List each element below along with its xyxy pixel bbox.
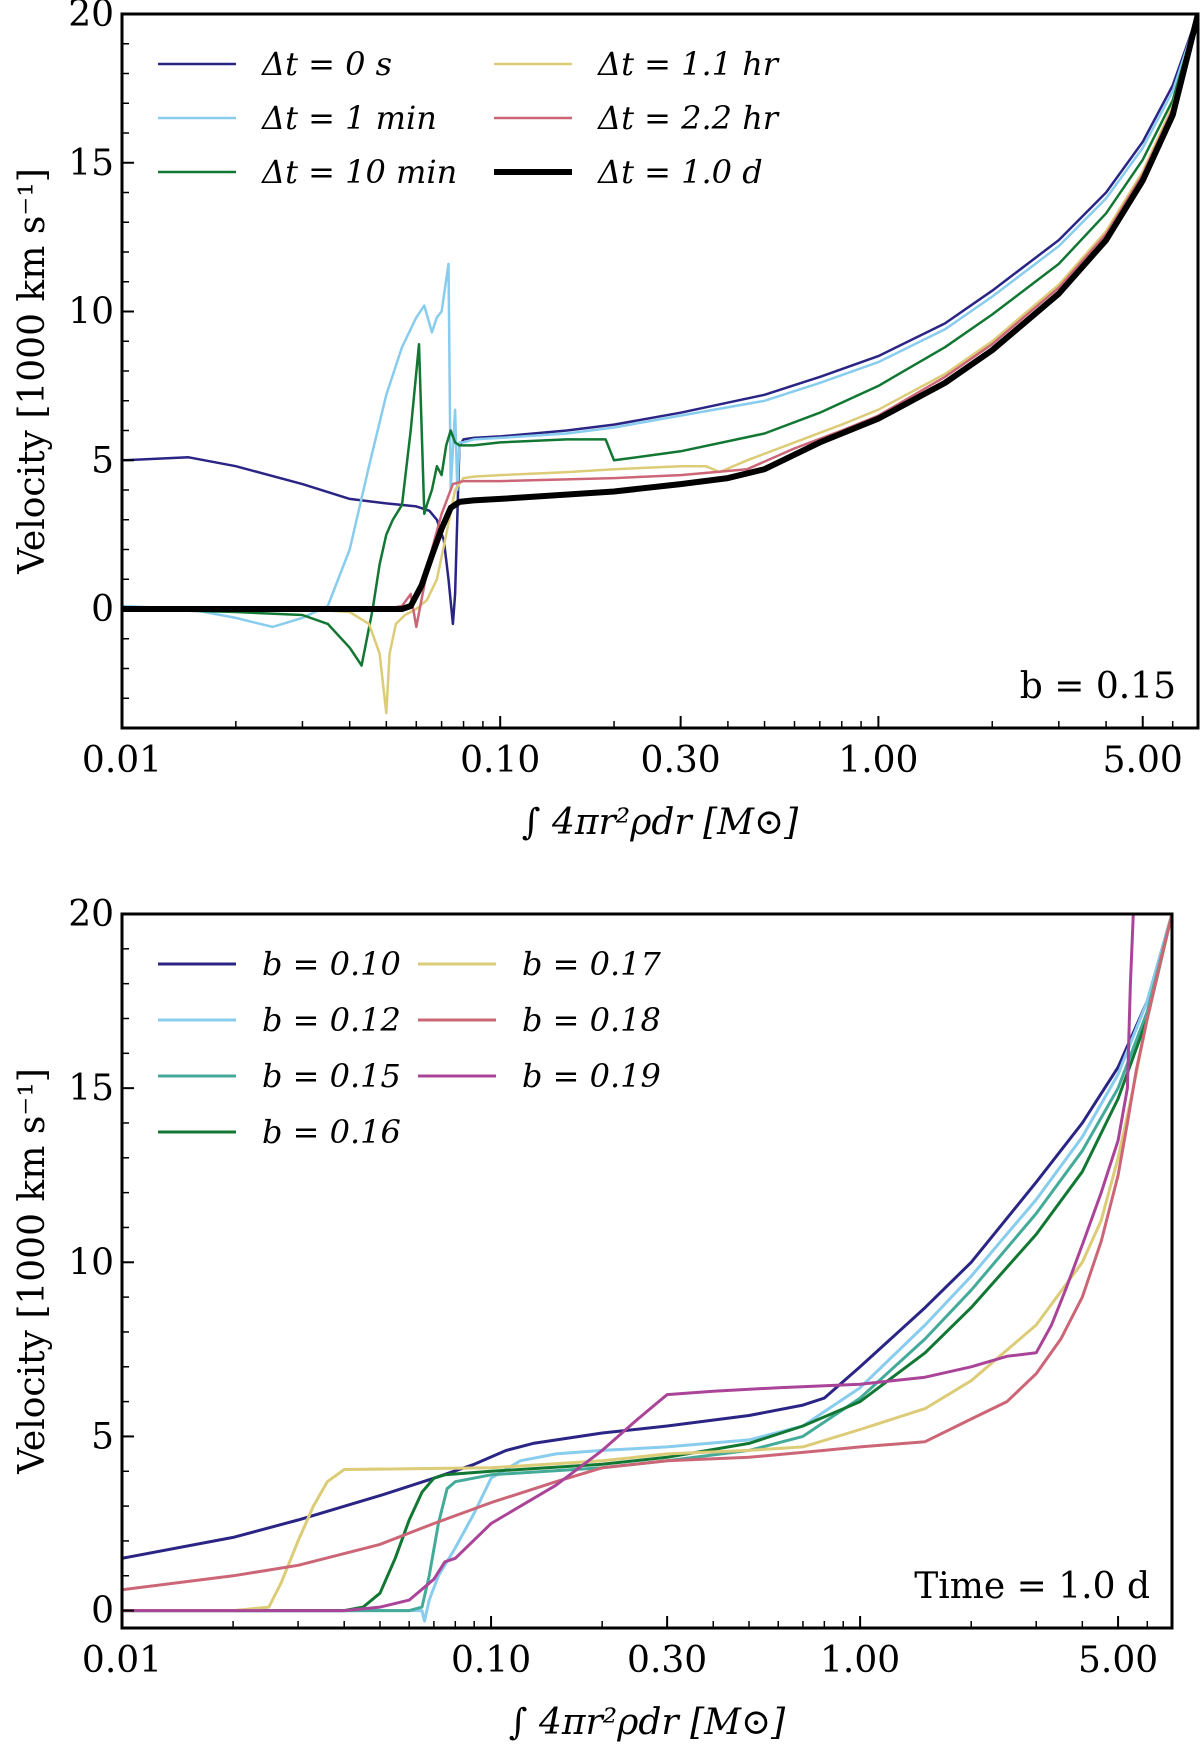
series-line-1 [122,914,1172,1623]
legend-entry: Δt = 10 min [260,153,457,191]
y-tick-label: 10 [68,1242,114,1283]
legend-entry: b = 0.16 [262,1113,401,1151]
legend-entry: b = 0.15 [262,1057,401,1095]
bottom-velocity-panel: 0.01 0.10 0.30 1.00 5.00 0 5 10 15 20 ∫ 4πr²ρdr [M… [12,894,1174,1743]
y-tick-label: 20 [68,0,114,35]
series-line-0 [122,14,1198,626]
y-tick-label: 5 [91,440,114,481]
y-axis-label: Velocity [1000 km s⁻¹] [12,168,53,575]
y-tick-label: 5 [91,1416,114,1457]
legend-entry: Δt = 1.1 hr [596,45,780,83]
legend-entry: b = 0.17 [522,945,662,983]
series-line-4 [122,14,1198,629]
x-tick-label: 0.10 [451,1640,531,1681]
series-line-1 [122,14,1198,629]
panel-annotation: b = 0.15 [1020,666,1176,707]
x-tick-label: 5.00 [1078,1640,1158,1681]
x-tick-label: 1.00 [820,1640,900,1681]
x-tick-label: 0.30 [641,740,721,781]
x-tick-label: 0.01 [82,740,162,781]
series-line-5 [122,14,1198,612]
x-tick-label: 0.30 [627,1640,707,1681]
x-tick-label: 0.10 [460,740,540,781]
panel-annotation: Time = 1.0 d [914,1566,1150,1607]
y-tick-label: 10 [68,292,114,333]
series-lines [122,14,1198,715]
legend-entry: Δt = 2.2 hr [596,99,780,137]
legend-entry: b = 0.18 [522,1001,661,1039]
legend-entry: Δt = 1.0 d [596,153,763,191]
top-velocity-panel: 0.01 0.10 0.30 1.00 5.00 0 5 10 15 20 ∫ 4πr²ρdr [M… [12,0,1200,843]
y-tick-label: 0 [91,1591,114,1632]
series-line-3 [122,914,1172,1613]
series-line-0 [122,914,1172,1560]
series-line-4 [122,914,1172,1613]
plot-frame [120,912,1174,1630]
x-tick-label: 5.00 [1103,740,1183,781]
series-line-6 [122,914,1135,1613]
legend-entry: Δt = 1 min [260,99,437,137]
series-line-5 [122,914,1172,1592]
y-axis-label: Velocity [1000 km s⁻¹] [12,1068,53,1475]
legend-entry: b = 0.10 [262,945,401,983]
y-tick-label: 15 [68,143,114,184]
series-line-3 [122,14,1198,715]
legend: b = 0.10 b = 0.12 b = 0.15 b = 0.16 b = 0.17… [158,945,662,1151]
legend-entry: b = 0.12 [262,1001,401,1039]
y-tick-label: 20 [68,894,114,935]
legend-entry: Δt = 0 s [260,45,392,83]
y-tick-label: 15 [68,1068,114,1109]
x-tick-label: 0.01 [82,1640,162,1681]
x-axis-label: ∫ 4πr²ρdr [M⊙] [509,1702,786,1743]
x-tick-label: 1.00 [838,740,918,781]
legend-entry: b = 0.19 [522,1057,661,1095]
series-line-2 [122,14,1198,667]
x-axis-label: ∫ 4πr²ρdr [M⊙] [522,802,799,843]
y-tick-label: 0 [91,589,114,630]
series-lines [122,914,1172,1623]
legend: Δt = 0 s Δt = 1 min Δt = 10 min Δt = 1.1 hr… [158,45,780,191]
